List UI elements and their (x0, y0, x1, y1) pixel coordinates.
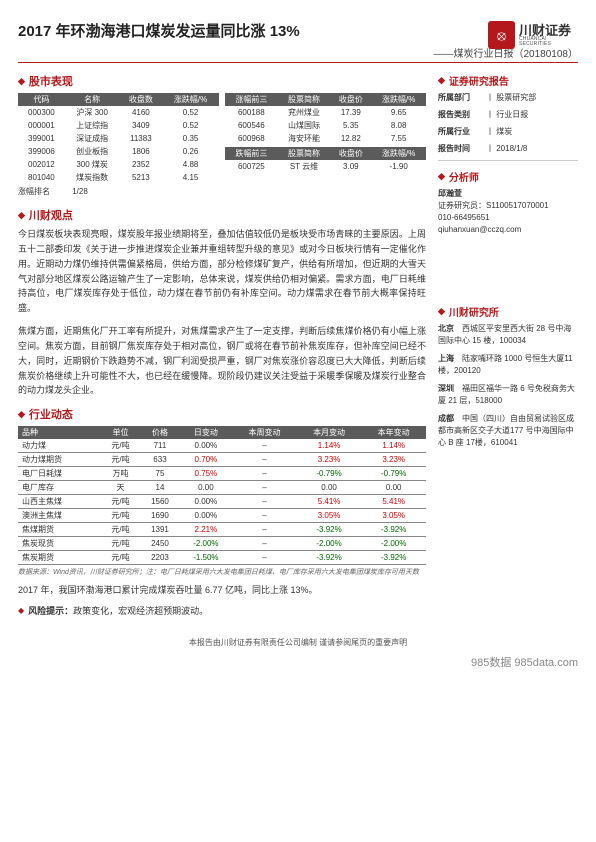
location-block: 北京 西城区平安里西大街 28 号中海国际中心 15 楼，100034 (438, 323, 578, 347)
meta-row: 所属部门丨 股票研究部 (438, 92, 578, 103)
locations: 北京 西城区平安里西大街 28 号中海国际中心 15 楼，100034 上海 陆家… (438, 323, 578, 449)
stock-tables: 代码名称收盘数涨跌幅/% 000300沪深 30041600.52000001上… (18, 93, 426, 199)
risk-text: 政策变化，宏观经济超预期波动。 (73, 604, 208, 617)
location-block: 成都 中国（四川）自由贸易试验区成都市高新区交子大道177 号中海国际中心 B … (438, 413, 578, 449)
table-row: 焦炭现货元/吨2450-2.00%–-2.00%-2.00% (18, 537, 426, 551)
dynamics-table: 品种单位价格日变动本周变动本月变动本年变动 动力煤元/吨7110.00%–1.1… (18, 426, 426, 565)
index-table: 代码名称收盘数涨跌幅/% 000300沪深 30041600.52000001上… (18, 93, 219, 184)
table-row: 600968海安环能12.827.55 (225, 132, 426, 145)
col-header: 收盘数 (120, 93, 163, 106)
section-stock-perf: 股市表现 (18, 73, 426, 89)
rank-row: 涨幅排名 1/28 (18, 184, 219, 199)
table-row: 动力煤期货元/吨6330.70%–3.23%3.23% (18, 453, 426, 467)
view-para-2: 焦煤方面，近期焦化厂开工率有所提升，对焦煤需求产生了一定支撑，判断后续焦煤价格仍… (18, 324, 426, 398)
risk-label: 风险提示： (28, 604, 73, 617)
table-row: 002012300 煤炭23524.88 (18, 158, 219, 171)
table-row: 山西主焦煤元/吨15600.00%–5.41%5.41% (18, 495, 426, 509)
main-col: 股市表现 代码名称收盘数涨跌幅/% 000300沪深 30041600.5200… (18, 65, 426, 617)
top-gainers-table: 涨幅前三股票简称收盘价涨跌幅/% 600188兖州煤业17.399.656005… (225, 93, 426, 145)
table-row: 焦煤期货元/吨13912.21%–-3.92%-3.92% (18, 523, 426, 537)
summary-line: 2017 年，我国环渤海港口累计完成煤炭吞吐量 6.77 亿吨，同比上涨 13%… (18, 583, 426, 596)
section-analyst: 分析师 (438, 169, 578, 184)
view-para-1: 今日煤炭板块表现亮眼，煤炭股年报业绩期将至，叠加估值较低仍是板块受市场青睐的主要… (18, 227, 426, 316)
analyst-block: 邱瀚萱 证券研究员：S1100517070001 010-66495651 qi… (438, 188, 578, 236)
col-header: 涨跌幅/% (162, 93, 219, 106)
page: ⦻ 川财证券 CHUANCAI SECURITIES 2017 年环渤海港口煤炭… (0, 0, 596, 680)
table-row: 澳洲主焦煤元/吨16900.00%–3.05%3.05% (18, 509, 426, 523)
table-row: 399001深证成指113830.35 (18, 132, 219, 145)
logo-icon: ⦻ (488, 21, 515, 49)
meta-row: 所属行业丨 煤炭 (438, 126, 578, 137)
section-view: 川财观点 (18, 207, 426, 223)
section-report: 证券研究报告 (438, 73, 578, 88)
table-row: 000300沪深 30041600.52 (18, 106, 219, 119)
table-row: 801040煤炭指数52134.15 (18, 171, 219, 184)
top-losers-table: 跌幅前三股票简称收盘价涨跌幅/% 600725ST 云维3.09-1.90 (225, 147, 426, 173)
divider (438, 160, 578, 161)
data-source: 数据来源：Wind资讯，川财证券研究所；注：电厂日耗煤采用六大发电集团日耗煤、电… (18, 567, 426, 577)
table-row: 399006创业板指18060.26 (18, 145, 219, 158)
col-header: 名称 (65, 93, 120, 106)
risk-row: 风险提示： 政策变化，宏观经济超预期波动。 (18, 604, 426, 617)
table-row: 600188兖州煤业17.399.65 (225, 106, 426, 119)
stock-right: 涨幅前三股票简称收盘价涨跌幅/% 600188兖州煤业17.399.656005… (225, 93, 426, 199)
location-block: 上海 陆家嘴环路 1000 号恒生大厦11 楼，200120 (438, 353, 578, 377)
analyst-mail: qiuhanxuan@cczq.com (438, 224, 578, 236)
watermark: 985数据 985data.com (18, 654, 578, 670)
stock-left: 代码名称收盘数涨跌幅/% 000300沪深 30041600.52000001上… (18, 93, 219, 199)
table-row: 000001上证综指34090.52 (18, 119, 219, 132)
table-row: 600546山煤国际5.358.08 (225, 119, 426, 132)
rank-value: 1/28 (72, 187, 88, 196)
section-institute: 川财研究所 (438, 304, 578, 319)
rank-label: 涨幅排名 (18, 187, 50, 196)
brand-name: 川财证券 CHUANCAI SECURITIES (519, 24, 578, 47)
brand-en: CHUANCAI SECURITIES (519, 37, 578, 47)
analyst-name: 邱瀚萱 (438, 188, 578, 200)
table-row: 600725ST 云维3.09-1.90 (225, 160, 426, 173)
meta-row: 报告时间丨 2018/1/8 (438, 143, 578, 154)
table-row: 焦炭期货元/吨2203-1.50%–-3.92%-3.92% (18, 551, 426, 565)
location-block: 深圳 福田区福华一路 6 号免税商务大厦 21 层，518000 (438, 383, 578, 407)
meta-row: 报告类别丨 行业日报 (438, 109, 578, 120)
brand-logo: ⦻ 川财证券 CHUANCAI SECURITIES (488, 18, 578, 52)
table-row: 电厂日耗煤万吨750.75%–-0.79%-0.79% (18, 467, 426, 481)
side-col: 证券研究报告 所属部门丨 股票研究部报告类别丨 行业日报所属行业丨 煤炭报告时间… (438, 65, 578, 617)
col-header: 代码 (18, 93, 65, 106)
footer-disclaimer: 本报告由川财证券有限责任公司编制 谨请参阅尾页的重要声明 (18, 637, 578, 648)
analyst-tel: 010-66495651 (438, 212, 578, 224)
table-row: 动力煤元/吨7110.00%–1.14%1.14% (18, 439, 426, 453)
section-dynamics: 行业动态 (18, 406, 426, 422)
analyst-code: 证券研究员：S1100517070001 (438, 200, 578, 212)
columns: 股市表现 代码名称收盘数涨跌幅/% 000300沪深 30041600.5200… (18, 65, 578, 617)
report-meta: 所属部门丨 股票研究部报告类别丨 行业日报所属行业丨 煤炭报告时间丨 2018/… (438, 92, 578, 154)
table-row: 电厂库存天140.00–0.000.00 (18, 481, 426, 495)
